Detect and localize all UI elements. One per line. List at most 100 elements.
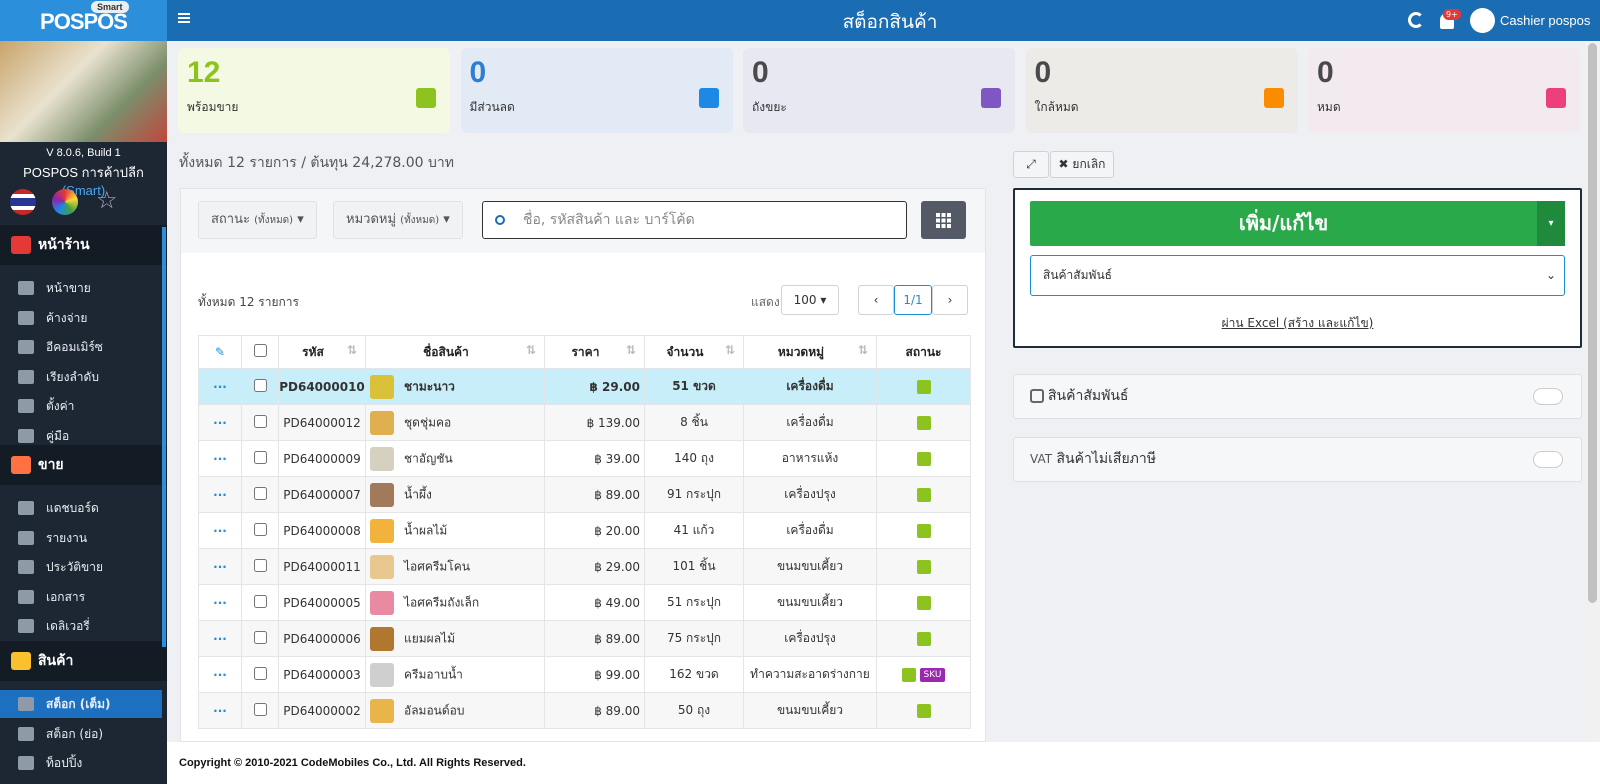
add-edit-dropdown[interactable]: ▾: [1537, 201, 1565, 246]
stat-card[interactable]: 0 ถังขยะ: [743, 48, 1015, 133]
status-icon: [916, 451, 931, 466]
checkbox[interactable]: [253, 630, 267, 644]
star-icon[interactable]: ☆: [96, 186, 118, 214]
nav-item[interactable]: เดลิเวอรี่: [0, 612, 162, 640]
nav-section[interactable]: สินค้า: [0, 641, 167, 681]
cell-text: อาหารแห้ง: [781, 451, 839, 465]
item-icon: [18, 310, 34, 325]
column-header[interactable]: หมวดหมู่ ⇅: [743, 335, 877, 369]
checkbox[interactable]: [253, 486, 267, 500]
nav-item[interactable]: ท็อปปิ้ง: [0, 749, 162, 777]
page-indicator[interactable]: 1/1: [894, 285, 932, 315]
table-row[interactable]: ··· PD64000002 อัลมอนด์อบ ฿ 89.00 50 ถุง ขนมข…: [198, 692, 971, 729]
stat-card[interactable]: 12 พร้อมขาย: [178, 48, 450, 133]
nav-section[interactable]: หน้าร้าน: [0, 225, 167, 265]
page-size-select[interactable]: 100 ▾: [781, 285, 839, 315]
checkbox[interactable]: [253, 522, 267, 536]
status-filter-hint: (ทั้งหมด): [254, 215, 294, 226]
row-menu[interactable]: ···: [198, 404, 242, 441]
logo[interactable]: POSPOS: [0, 0, 167, 41]
table-row[interactable]: ··· PD64000008 น้ำผลไม้ ฿ 20.00 41 แก้ว เครื่…: [198, 512, 971, 549]
checkbox[interactable]: [253, 666, 267, 680]
stat-card[interactable]: 0 หมด: [1308, 48, 1580, 133]
avatar[interactable]: [1470, 8, 1495, 33]
theme-icon[interactable]: [52, 189, 78, 215]
nav-item[interactable]: อีคอมเมิร์ซ: [0, 333, 162, 361]
toolbar: สถานะ (ทั้งหมด) ▾ หมวดหมู่ (ทั้งหมด) ▾ ช…: [181, 189, 985, 253]
row-menu[interactable]: ···: [198, 368, 242, 405]
language-flag[interactable]: [10, 189, 36, 215]
cell-text: ทำความสะอาดร่างกาย: [750, 667, 870, 681]
toggle-switch[interactable]: [1533, 451, 1563, 468]
stat-card[interactable]: 0 ใกล้หมด: [1025, 48, 1298, 133]
column-header[interactable]: รหัส ⇅: [278, 335, 366, 369]
search-input[interactable]: ชื่อ, รหัสสินค้า และ บาร์โค้ด: [482, 201, 907, 239]
checkbox[interactable]: [253, 450, 267, 464]
table-row[interactable]: ··· PD64000010 ชามะนาว ฿ 29.00 51 ขวด เครื่อง…: [198, 368, 971, 405]
nav-item[interactable]: สต็อก (เต็ม): [0, 690, 162, 718]
refresh-icon[interactable]: [1408, 12, 1424, 28]
expand-button[interactable]: ⤢: [1013, 151, 1049, 178]
row-menu[interactable]: ···: [198, 440, 242, 477]
cell-text: PD64000006: [283, 631, 361, 646]
add-edit-button[interactable]: เพิ่ม/แก้ไข: [1030, 201, 1537, 246]
grid-view-button[interactable]: [921, 201, 966, 239]
category-filter[interactable]: หมวดหมู่ (ทั้งหมด) ▾: [333, 201, 463, 239]
checkbox[interactable]: [253, 344, 267, 357]
nav-item[interactable]: แดชบอร์ด: [0, 494, 162, 522]
row-menu[interactable]: ···: [198, 692, 242, 729]
item-label: เรียงลำดับ: [46, 369, 99, 384]
nav-item[interactable]: รายงาน: [0, 524, 162, 552]
table-row[interactable]: ··· PD64000007 น้ำผึ้ง ฿ 89.00 91 กระปุก เครื…: [198, 476, 971, 513]
nav-item[interactable]: หน้าขาย: [0, 274, 162, 302]
column-header[interactable]: จำนวน ⇅: [644, 335, 744, 369]
next-page[interactable]: ›: [932, 285, 968, 315]
table-row[interactable]: ··· PD64000003 ครีมอาบน้ำ ฿ 99.00 162 ขวด ทำค…: [198, 656, 971, 693]
table-row[interactable]: ··· PD64000006 แยมผลไม้ ฿ 89.00 75 กระปุก เคร…: [198, 620, 971, 657]
column-header[interactable]: ชื่อสินค้า ⇅: [365, 335, 545, 369]
table-row[interactable]: ··· PD64000012 ชุดชุ่มคอ ฿ 139.00 8 ชิ้น เครื…: [198, 404, 971, 441]
checkbox[interactable]: [253, 378, 267, 392]
row-menu[interactable]: ···: [198, 512, 242, 549]
table-row[interactable]: ··· PD64000005 ไอศครีมถังเล็ก ฿ 49.00 51 กระ…: [198, 584, 971, 621]
user-name[interactable]: Cashier pospos: [1500, 13, 1591, 28]
nav-section[interactable]: ขาย: [0, 445, 167, 485]
product-name: ชามะนาว: [404, 379, 455, 393]
product-category: เครื่องดื่ม: [743, 404, 877, 441]
excel-link[interactable]: ผ่าน Excel (สร้าง และแก้ไข): [1221, 316, 1374, 330]
nav-item[interactable]: สต็อก (ย่อ): [0, 720, 162, 748]
checkbox[interactable]: [253, 702, 267, 716]
nav-item[interactable]: เรียงลำดับ: [0, 363, 162, 391]
row-menu[interactable]: ···: [198, 656, 242, 693]
row-menu[interactable]: ···: [198, 548, 242, 585]
relation-select[interactable]: สินค้าสัมพันธ์ ⌄: [1030, 255, 1565, 296]
item-icon: [18, 501, 34, 515]
checkbox[interactable]: [253, 414, 267, 428]
toggle-switch[interactable]: [1533, 388, 1563, 405]
status-filter[interactable]: สถานะ (ทั้งหมด) ▾: [198, 201, 317, 239]
nav-item[interactable]: คู่มือ: [0, 422, 162, 450]
menu-toggle[interactable]: [178, 13, 190, 15]
product-thumb: [370, 518, 394, 543]
stat-value: 0: [752, 56, 769, 89]
checkbox[interactable]: [253, 594, 267, 608]
prev-page[interactable]: ‹: [858, 285, 894, 315]
cell-text: 75 กระปุก: [666, 631, 722, 645]
select-all[interactable]: [241, 335, 279, 369]
stat-card[interactable]: 0 มีส่วนลด: [460, 48, 733, 133]
nav-item[interactable]: ประวัติขาย: [0, 553, 162, 581]
nav-item[interactable]: ค้างจ่าย: [0, 304, 162, 332]
product-code: PD64000007: [278, 476, 366, 513]
table-row[interactable]: ··· PD64000011 ไอศครีมโคน ฿ 29.00 101 ชิ้น ขน…: [198, 548, 971, 585]
table-row[interactable]: ··· PD64000009 ชาอัญชัน ฿ 39.00 140 ถุง อาหาร…: [198, 440, 971, 477]
checkbox[interactable]: [253, 558, 267, 572]
nav-item[interactable]: เอกสาร: [0, 583, 162, 611]
cancel-button[interactable]: ✖ ยกเลิก: [1050, 151, 1114, 178]
sort-icon: ⇅: [525, 342, 536, 357]
column-header[interactable]: ราคา ⇅: [544, 335, 645, 369]
scroll-thumb: [1588, 43, 1597, 603]
row-menu[interactable]: ···: [198, 584, 242, 621]
row-menu[interactable]: ···: [198, 476, 242, 513]
row-menu[interactable]: ···: [198, 620, 242, 657]
nav-item[interactable]: ตั้งค่า: [0, 392, 162, 420]
